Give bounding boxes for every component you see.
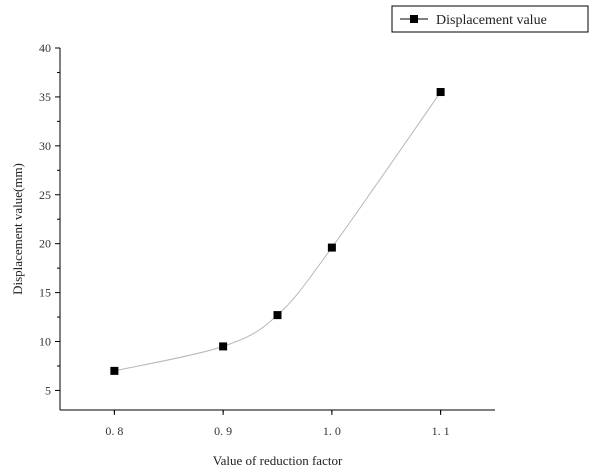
data-point-marker [273, 311, 282, 320]
data-point-marker [110, 366, 119, 375]
y-tick-label: 5 [45, 383, 51, 397]
data-point-marker [436, 88, 445, 97]
x-tick-label: 1. 1 [432, 424, 450, 438]
y-tick-label: 10 [39, 335, 51, 349]
y-tick-label: 40 [39, 41, 51, 55]
x-tick-label: 1. 0 [323, 424, 341, 438]
data-point-marker [219, 342, 228, 351]
series-curve [114, 91, 442, 372]
legend-label: Displacement value [436, 13, 547, 28]
x-axis-ticks: 0. 8 0. 9 1. 0 1. 1 [105, 410, 450, 438]
x-tick-label: 0. 8 [105, 424, 123, 438]
legend: Displacement value [391, 5, 589, 33]
y-tick-label: 25 [39, 188, 51, 202]
data-point-marker [327, 243, 336, 252]
y-tick-label: 35 [39, 90, 51, 104]
legend-marker-icon [410, 15, 418, 23]
y-tick-label: 15 [39, 286, 51, 300]
x-axis-title: Value of reduction factor [213, 453, 343, 468]
y-axis-ticks: 5 10 15 20 25 30 35 40 [39, 41, 60, 397]
series-markers [110, 88, 445, 375]
axes [59, 48, 495, 411]
y-tick-label: 30 [39, 139, 51, 153]
x-tick-label: 0. 9 [214, 424, 232, 438]
y-axis-title: Displacement value(mm) [10, 163, 25, 295]
y-tick-label: 20 [39, 237, 51, 251]
